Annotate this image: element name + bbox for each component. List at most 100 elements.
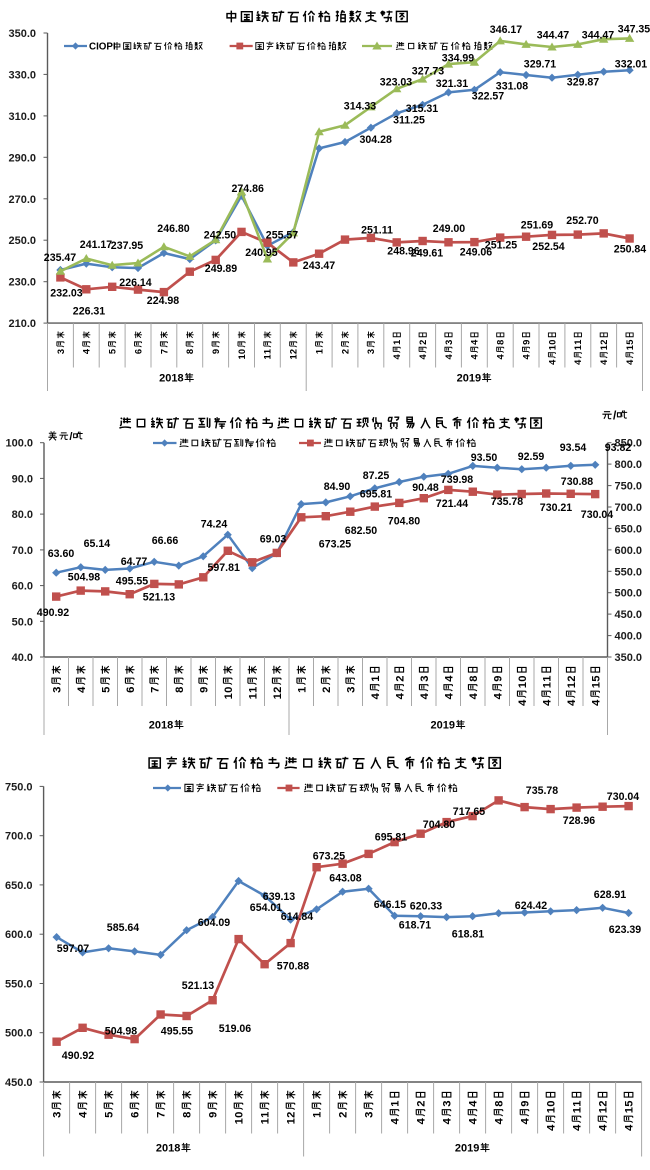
svg-text:70.0: 70.0 bbox=[12, 545, 33, 557]
svg-text:8: 8 bbox=[174, 687, 186, 693]
svg-text:329.71: 329.71 bbox=[524, 59, 557, 71]
svg-text:7: 7 bbox=[159, 349, 169, 354]
svg-text:504.98: 504.98 bbox=[105, 1025, 138, 1037]
svg-text:4: 4 bbox=[390, 1117, 402, 1124]
svg-text:495.55: 495.55 bbox=[116, 575, 149, 587]
svg-text:4: 4 bbox=[468, 692, 480, 699]
svg-text:246.80: 246.80 bbox=[157, 223, 190, 235]
svg-text:4: 4 bbox=[572, 1124, 584, 1131]
svg-text:735.78: 735.78 bbox=[526, 785, 559, 797]
svg-text:0: 0 bbox=[234, 1112, 246, 1118]
svg-text:66.66: 66.66 bbox=[152, 535, 179, 547]
svg-text:4: 4 bbox=[76, 686, 88, 693]
svg-text:450.0: 450.0 bbox=[615, 609, 643, 621]
svg-text:4: 4 bbox=[444, 354, 454, 360]
svg-text:500.0: 500.0 bbox=[5, 1028, 33, 1040]
svg-text:347.35: 347.35 bbox=[618, 23, 650, 35]
svg-text:504.98: 504.98 bbox=[68, 571, 101, 583]
svg-text:1: 1 bbox=[247, 693, 259, 699]
svg-text:4: 4 bbox=[370, 692, 382, 699]
svg-text:1: 1 bbox=[541, 682, 553, 688]
svg-text:248.96: 248.96 bbox=[387, 246, 420, 258]
svg-text:4: 4 bbox=[521, 354, 531, 360]
svg-text:93.54: 93.54 bbox=[560, 442, 587, 454]
svg-text:304.28: 304.28 bbox=[359, 134, 392, 146]
svg-text:3: 3 bbox=[52, 1112, 64, 1118]
svg-text:628.91: 628.91 bbox=[594, 889, 627, 901]
svg-text:9: 9 bbox=[520, 1100, 532, 1106]
svg-text:237.95: 237.95 bbox=[111, 240, 144, 252]
svg-text:450.0: 450.0 bbox=[5, 1077, 33, 1089]
svg-text:8: 8 bbox=[185, 349, 195, 354]
svg-text:230.0: 230.0 bbox=[8, 277, 36, 289]
svg-text:6: 6 bbox=[133, 349, 143, 354]
svg-text:2: 2 bbox=[599, 340, 609, 345]
svg-text:521.13: 521.13 bbox=[182, 980, 215, 992]
svg-text:735.78: 735.78 bbox=[491, 496, 524, 508]
svg-text:0: 0 bbox=[547, 340, 557, 345]
svg-text:323.03: 323.03 bbox=[380, 77, 413, 89]
svg-text:241.17: 241.17 bbox=[80, 239, 113, 251]
svg-text:251.69: 251.69 bbox=[521, 220, 554, 232]
svg-text:4: 4 bbox=[492, 692, 504, 699]
svg-text:CIOPI: CIOPI bbox=[89, 42, 116, 53]
svg-text:597.81: 597.81 bbox=[207, 562, 240, 574]
svg-text:400.0: 400.0 bbox=[615, 631, 643, 643]
svg-text:251.25: 251.25 bbox=[485, 240, 518, 252]
svg-text:92.59: 92.59 bbox=[518, 451, 545, 463]
svg-text:4: 4 bbox=[442, 1117, 454, 1124]
svg-text:7: 7 bbox=[149, 687, 161, 693]
svg-text:249.00: 249.00 bbox=[433, 223, 466, 235]
svg-text:5: 5 bbox=[108, 349, 118, 354]
svg-text:235.47: 235.47 bbox=[44, 252, 77, 264]
svg-text:4: 4 bbox=[520, 1117, 532, 1124]
svg-text:4: 4 bbox=[590, 699, 602, 706]
svg-text:321.31: 321.31 bbox=[436, 78, 469, 90]
svg-text:4: 4 bbox=[468, 1100, 480, 1107]
svg-text:1: 1 bbox=[572, 1100, 584, 1106]
svg-text:84.90: 84.90 bbox=[324, 481, 351, 493]
svg-text:2: 2 bbox=[598, 1100, 610, 1106]
svg-text:639.13: 639.13 bbox=[263, 891, 296, 903]
svg-text:252.70: 252.70 bbox=[566, 215, 599, 227]
svg-text:100.0: 100.0 bbox=[5, 438, 33, 450]
svg-text:1: 1 bbox=[517, 682, 529, 688]
svg-text:251.11: 251.11 bbox=[361, 224, 393, 236]
svg-text:/: / bbox=[613, 408, 617, 422]
svg-text:2018: 2018 bbox=[159, 373, 183, 385]
svg-text:2: 2 bbox=[340, 349, 350, 354]
svg-text:1: 1 bbox=[572, 1107, 584, 1113]
svg-text:4: 4 bbox=[625, 359, 635, 365]
svg-text:2: 2 bbox=[286, 1112, 298, 1118]
svg-text:330.0: 330.0 bbox=[8, 69, 36, 81]
svg-text:750.0: 750.0 bbox=[615, 481, 643, 493]
svg-text:314.33: 314.33 bbox=[344, 100, 377, 112]
svg-text:74.24: 74.24 bbox=[201, 518, 228, 530]
svg-text:4: 4 bbox=[82, 348, 92, 354]
svg-text:3: 3 bbox=[345, 687, 357, 693]
svg-text:8: 8 bbox=[496, 340, 506, 345]
svg-text:4: 4 bbox=[599, 359, 609, 365]
svg-text:9: 9 bbox=[198, 687, 210, 693]
svg-text:274.86: 274.86 bbox=[231, 183, 264, 195]
svg-text:4: 4 bbox=[394, 692, 406, 699]
svg-text:643.08: 643.08 bbox=[329, 872, 362, 884]
svg-text:331.08: 331.08 bbox=[496, 80, 529, 92]
svg-text:249.89: 249.89 bbox=[205, 263, 238, 275]
svg-text:9: 9 bbox=[211, 349, 221, 354]
svg-text:1: 1 bbox=[263, 349, 273, 354]
svg-text:/: / bbox=[69, 431, 72, 443]
svg-text:5: 5 bbox=[624, 1100, 636, 1106]
svg-text:850.0: 850.0 bbox=[615, 438, 643, 450]
svg-text:1: 1 bbox=[237, 354, 247, 359]
svg-text:4: 4 bbox=[494, 1117, 506, 1124]
svg-text:585.64: 585.64 bbox=[107, 922, 140, 934]
svg-text:4: 4 bbox=[598, 1124, 610, 1131]
svg-text:4: 4 bbox=[624, 1124, 636, 1131]
svg-text:9: 9 bbox=[208, 1112, 220, 1118]
svg-text:322.57: 322.57 bbox=[472, 91, 505, 103]
svg-text:4: 4 bbox=[443, 675, 455, 682]
svg-text:63.60: 63.60 bbox=[48, 548, 75, 560]
svg-text:654.01: 654.01 bbox=[250, 902, 283, 914]
svg-text:90.48: 90.48 bbox=[412, 482, 439, 494]
